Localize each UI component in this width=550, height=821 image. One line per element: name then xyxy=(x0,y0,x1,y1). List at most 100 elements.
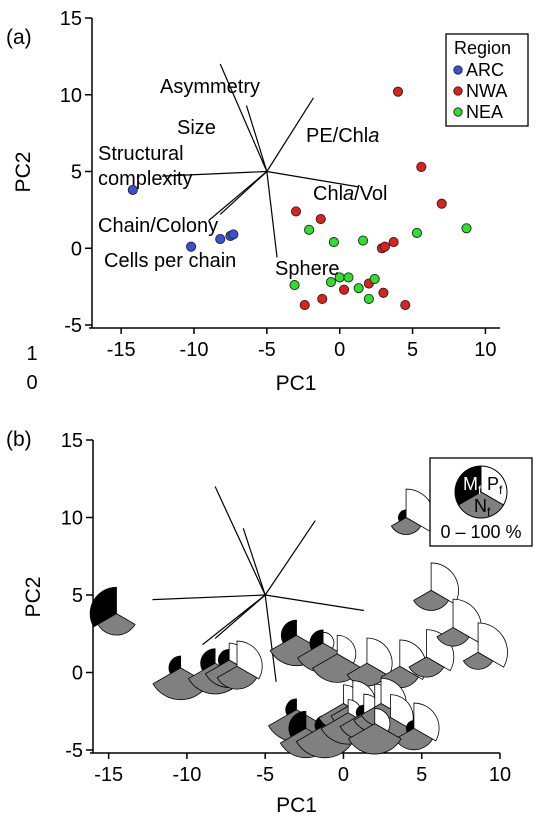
loading-label-cells-per-chain: Cells per chain xyxy=(104,250,236,272)
panel-a-label: (a) xyxy=(6,26,32,49)
panel-a-x-tick-label: 10 xyxy=(474,339,496,361)
panel-a-loading-vector xyxy=(266,97,314,172)
panel-b-y-tick-label: 15 xyxy=(61,430,83,452)
point-nea xyxy=(325,276,337,288)
panel-a-y-tick-label: 10 xyxy=(60,85,82,107)
panel-b-y-tick-label: -5 xyxy=(65,740,83,762)
panel-b-y-tick-label: 0 xyxy=(72,663,83,685)
panel-b-x-tick-label: -15 xyxy=(94,764,123,786)
panel-b-loading-vector xyxy=(264,520,316,596)
point-nwa xyxy=(317,293,328,304)
panel-a-x-tick-label: -5 xyxy=(258,339,276,361)
legend-label-nwa: NWA xyxy=(466,81,507,101)
point-nea xyxy=(411,227,422,238)
point-nwa xyxy=(416,161,427,172)
point-arc xyxy=(215,233,226,245)
panel-b-x-tick-label: 5 xyxy=(416,764,427,786)
legend-label-nea: NEA xyxy=(466,102,503,122)
point-nea xyxy=(289,280,300,291)
panel-b-loading-vector xyxy=(242,528,266,596)
glyph-slice-n xyxy=(97,613,136,636)
loading-label-asymmetry: Asymmetry xyxy=(160,76,260,98)
panel-b-x-tick-label: -5 xyxy=(256,764,274,786)
point-nwa xyxy=(388,237,399,248)
point-nwa xyxy=(299,299,310,311)
panel-b-y-tick-label: 5 xyxy=(72,585,83,607)
legend-marker-nea xyxy=(453,107,463,117)
legend-slice-n xyxy=(457,491,505,519)
glyph-slice-m xyxy=(89,586,117,628)
glyph-slice-n xyxy=(436,627,470,647)
loading-label-structural-complexity: Structural complexity xyxy=(98,143,192,190)
panel-a-x-axis-title: PC1 xyxy=(276,372,317,395)
loading-label-sphere: Sphere xyxy=(275,258,340,280)
loading-label-pe-chla: PE/Chla xyxy=(306,125,379,147)
point-arc xyxy=(228,229,239,240)
panel-b-axes: -15 -10 -5 0 5 10 -5 0 5 10 15 PC1 PC2 xyxy=(22,430,511,817)
point-nea xyxy=(363,293,374,304)
point-nea xyxy=(328,237,339,248)
panel-a-loading-vector xyxy=(161,170,267,177)
legend-title: Region xyxy=(454,38,511,58)
point-nwa xyxy=(290,206,302,217)
panel-a-loading-vector xyxy=(266,170,359,188)
point-nea xyxy=(304,224,315,235)
glyph-slice-n xyxy=(413,589,450,611)
glyph-slice-n xyxy=(390,517,422,535)
glyph-slice-n xyxy=(295,724,354,759)
panel-a-x-tick-label: -15 xyxy=(107,339,136,361)
point-nwa xyxy=(436,198,447,209)
legend-label-arc: ARC xyxy=(466,60,504,80)
panel-a-loading-vectors: Asymmetry Size PE/Chla Structural complexity… xyxy=(98,63,388,280)
legend-label-p: Pf xyxy=(487,474,503,497)
point-nea xyxy=(357,235,369,246)
point-nea xyxy=(369,273,380,285)
panel-a-x-tick-label: 5 xyxy=(407,339,418,361)
legend-label-m: Mf xyxy=(463,474,482,497)
panel-b-x-axis-title: PC1 xyxy=(276,794,317,817)
panel-b-loading-vector xyxy=(264,594,277,682)
panel-b-loading-vector xyxy=(152,594,266,601)
point-nea xyxy=(343,272,354,283)
panel-a-loading-vector xyxy=(266,171,278,258)
point-arc xyxy=(127,184,138,195)
glyph-slice-p xyxy=(413,702,440,742)
panel-a-loading-vector xyxy=(219,63,268,172)
glyph-slice-n xyxy=(408,656,445,678)
loading-label-size: Size xyxy=(177,117,216,139)
panel-a-y-axis-title: PC2 xyxy=(12,152,35,193)
legend-range: 0 – 100 % xyxy=(440,522,521,542)
panel-b-x-tick-label: 0 xyxy=(338,764,349,786)
panel-b-pie-glyphs xyxy=(89,488,508,759)
panel-b-x-tick-label: -10 xyxy=(172,764,201,786)
point-nea xyxy=(461,223,472,234)
stray-tick-label-2: 0 xyxy=(26,372,37,394)
point-nea xyxy=(334,272,345,283)
point-nwa xyxy=(379,241,390,252)
legend-label-n: Nf xyxy=(474,496,491,519)
glyph-slice-n xyxy=(347,723,402,755)
panel-b-label: (b) xyxy=(6,428,32,451)
panel-a-y-tick-label: 0 xyxy=(71,238,82,260)
panel-a-y-tick-label: 15 xyxy=(60,8,82,30)
point-nwa xyxy=(339,284,350,295)
panel-a-y-tick-label: -5 xyxy=(64,315,82,337)
panel-b-y-tick-label: 10 xyxy=(61,508,83,530)
point-nwa xyxy=(392,86,404,97)
point-nwa xyxy=(378,287,389,298)
point-nwa xyxy=(315,214,326,225)
glyph-slice-n xyxy=(462,651,494,670)
panel-a-loading-vector xyxy=(245,105,268,172)
glyph-slice-p xyxy=(477,622,508,668)
glyph-slice-p xyxy=(236,640,263,680)
loading-label-chain-colony: Chain/Colony xyxy=(98,215,218,237)
panel-b-x-tick-label: 10 xyxy=(489,764,511,786)
panel-a-points xyxy=(127,86,472,311)
panel-b-loading-vector xyxy=(214,486,266,596)
